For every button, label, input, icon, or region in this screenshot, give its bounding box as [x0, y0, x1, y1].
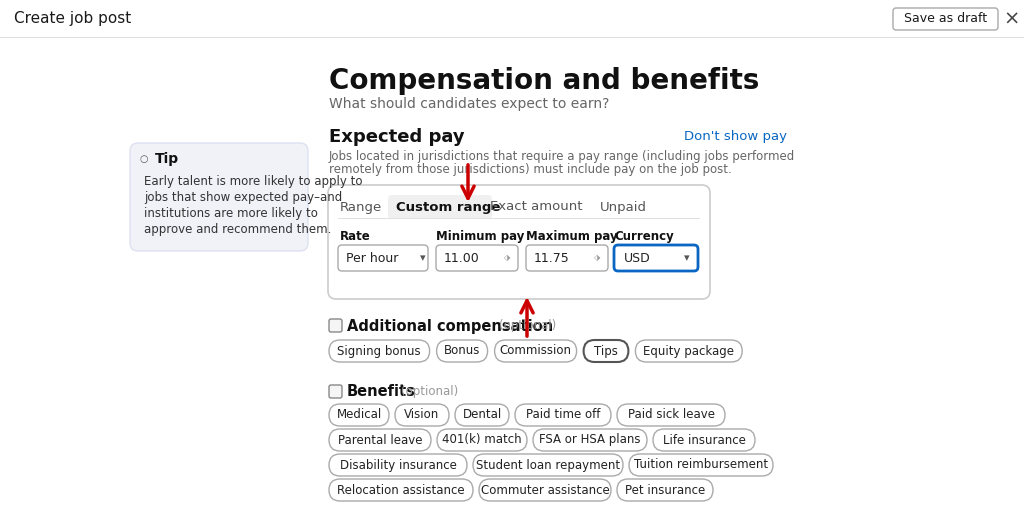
- Text: Bonus: Bonus: [444, 344, 480, 358]
- FancyBboxPatch shape: [617, 404, 725, 426]
- Text: Paid time off: Paid time off: [525, 408, 600, 422]
- FancyBboxPatch shape: [437, 429, 527, 451]
- FancyBboxPatch shape: [534, 429, 647, 451]
- Text: Maximum pay: Maximum pay: [526, 230, 617, 243]
- FancyBboxPatch shape: [329, 479, 473, 501]
- Text: Custom range: Custom range: [396, 200, 501, 214]
- Text: Relocation assistance: Relocation assistance: [337, 484, 465, 497]
- Text: USD: USD: [624, 251, 650, 264]
- FancyBboxPatch shape: [436, 340, 487, 362]
- FancyBboxPatch shape: [388, 195, 492, 219]
- Text: 401(k) match: 401(k) match: [442, 433, 522, 446]
- Text: Jobs located in jurisdictions that require a pay range (including jobs performed: Jobs located in jurisdictions that requi…: [329, 150, 796, 163]
- FancyBboxPatch shape: [629, 454, 773, 476]
- Text: Benefits: Benefits: [347, 385, 416, 399]
- FancyBboxPatch shape: [328, 185, 710, 299]
- FancyBboxPatch shape: [473, 454, 623, 476]
- Text: institutions are more likely to: institutions are more likely to: [144, 207, 317, 220]
- Text: Paid sick leave: Paid sick leave: [628, 408, 715, 422]
- Text: Early talent is more likely to apply to: Early talent is more likely to apply to: [144, 175, 362, 188]
- FancyBboxPatch shape: [653, 429, 755, 451]
- Text: Medical: Medical: [336, 408, 382, 422]
- FancyBboxPatch shape: [526, 245, 608, 271]
- Text: Signing bonus: Signing bonus: [338, 344, 421, 358]
- Text: Life insurance: Life insurance: [663, 433, 745, 446]
- FancyBboxPatch shape: [329, 429, 431, 451]
- Text: Compensation and benefits: Compensation and benefits: [329, 67, 760, 95]
- Text: Additional compensation: Additional compensation: [347, 318, 553, 333]
- Text: ○: ○: [139, 154, 148, 164]
- Text: Range: Range: [340, 200, 382, 214]
- Text: Disability insurance: Disability insurance: [340, 459, 457, 471]
- Text: Unpaid: Unpaid: [600, 200, 647, 214]
- Bar: [0, 37, 1024, 38]
- FancyBboxPatch shape: [617, 479, 713, 501]
- FancyBboxPatch shape: [584, 340, 629, 362]
- FancyBboxPatch shape: [455, 404, 509, 426]
- Text: ▾: ▾: [420, 253, 426, 263]
- Text: Don't show pay: Don't show pay: [684, 130, 787, 143]
- FancyBboxPatch shape: [515, 404, 611, 426]
- Text: Rate: Rate: [340, 230, 371, 243]
- Text: What should candidates expect to earn?: What should candidates expect to earn?: [329, 97, 609, 111]
- Text: Exact amount: Exact amount: [490, 200, 583, 214]
- Text: jobs that show expected pay–and: jobs that show expected pay–and: [144, 191, 342, 204]
- Text: Parental leave: Parental leave: [338, 433, 422, 446]
- Text: ⬗: ⬗: [504, 253, 511, 262]
- Text: approve and recommend them.: approve and recommend them.: [144, 223, 332, 236]
- Text: Create job post: Create job post: [14, 12, 131, 26]
- FancyBboxPatch shape: [636, 340, 742, 362]
- Text: Vision: Vision: [404, 408, 439, 422]
- Text: FSA or HSA plans: FSA or HSA plans: [540, 433, 641, 446]
- Text: Commuter assistance: Commuter assistance: [480, 484, 609, 497]
- FancyBboxPatch shape: [329, 454, 467, 476]
- Text: remotely from those jurisdictions) must include pay on the job post.: remotely from those jurisdictions) must …: [329, 163, 732, 176]
- Bar: [0, 0, 1024, 38]
- FancyBboxPatch shape: [395, 404, 449, 426]
- FancyBboxPatch shape: [436, 245, 518, 271]
- FancyBboxPatch shape: [479, 479, 611, 501]
- Text: Per hour: Per hour: [346, 251, 398, 264]
- Text: Save as draft: Save as draft: [904, 13, 987, 25]
- Text: (optional): (optional): [401, 386, 459, 398]
- Text: Tip: Tip: [155, 152, 179, 166]
- FancyBboxPatch shape: [329, 319, 342, 332]
- Text: Student loan repayment: Student loan repayment: [476, 459, 621, 471]
- Text: ▾: ▾: [684, 253, 689, 263]
- FancyBboxPatch shape: [893, 8, 998, 30]
- Text: Tips: Tips: [594, 344, 617, 358]
- Text: 11.75: 11.75: [534, 251, 569, 264]
- Text: (optional): (optional): [499, 320, 556, 333]
- FancyBboxPatch shape: [329, 340, 430, 362]
- Text: Pet insurance: Pet insurance: [625, 484, 706, 497]
- Text: Dental: Dental: [463, 408, 502, 422]
- FancyBboxPatch shape: [614, 245, 698, 271]
- Text: Minimum pay: Minimum pay: [436, 230, 524, 243]
- Text: Expected pay: Expected pay: [329, 128, 465, 146]
- FancyBboxPatch shape: [495, 340, 577, 362]
- Text: Equity package: Equity package: [643, 344, 734, 358]
- FancyBboxPatch shape: [329, 385, 342, 398]
- Text: ×: ×: [1004, 10, 1020, 29]
- FancyBboxPatch shape: [329, 404, 389, 426]
- Text: Commission: Commission: [500, 344, 571, 358]
- Text: Tuition reimbursement: Tuition reimbursement: [634, 459, 768, 471]
- Text: 11.00: 11.00: [444, 251, 480, 264]
- FancyBboxPatch shape: [338, 245, 428, 271]
- Text: ⬗: ⬗: [594, 253, 600, 262]
- Text: Currency: Currency: [614, 230, 674, 243]
- FancyBboxPatch shape: [130, 143, 308, 251]
- Bar: [338, 218, 700, 219]
